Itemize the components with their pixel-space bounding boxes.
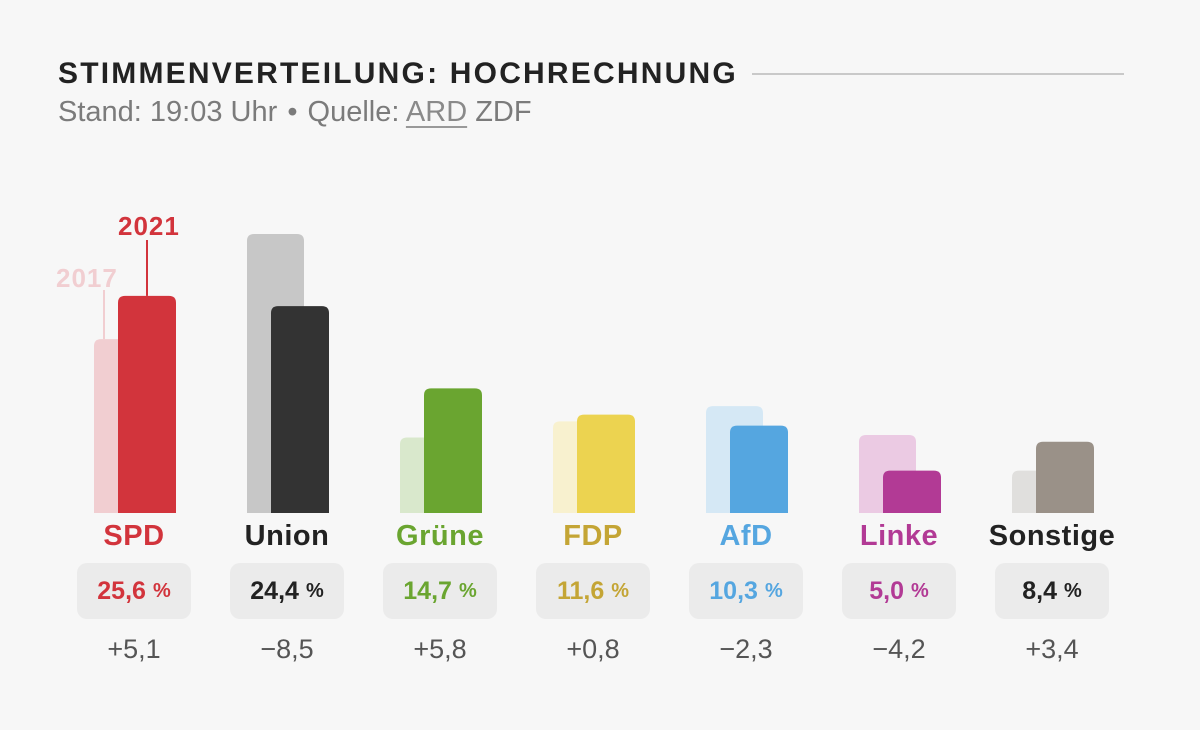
bar-2021-sonstige <box>1036 441 1094 513</box>
value-label: 14,7 <box>403 576 452 605</box>
diff-label-linke: −4,2 <box>872 634 926 664</box>
value-pill-spd: 25,6% <box>77 563 191 619</box>
legend-2017-label: 2017 <box>56 263 118 293</box>
value-label: 8,4 <box>1022 576 1057 605</box>
title-rule <box>751 73 1124 75</box>
diff-label-union: −8,5 <box>260 634 314 664</box>
source-ard-link[interactable]: ARD <box>405 96 468 128</box>
value-pill-afd: 10,3% <box>689 563 803 619</box>
diff-label-sonstige: +3,4 <box>1025 634 1079 664</box>
source-label: Quelle: <box>307 96 400 128</box>
value-pill-fdp: 11,6% <box>536 563 650 619</box>
diff-label-afd: −2,3 <box>719 634 773 664</box>
percent-icon: % <box>1063 579 1082 602</box>
title-row: STIMMENVERTEILUNG: HOCHRECHNUNG <box>58 52 1124 96</box>
diff-label-spd: +5,1 <box>107 634 161 664</box>
value-label: 25,6 <box>97 576 146 605</box>
party-label-spd: SPD <box>103 520 165 552</box>
party-label-linke: Linke <box>859 520 939 552</box>
legend-2021-label: 2021 <box>118 211 180 241</box>
bar-2021-spd <box>118 295 176 513</box>
bar-2021-linke <box>883 470 941 513</box>
stand-label: Stand: 19:03 Uhr <box>58 96 278 128</box>
percent-icon: % <box>305 579 324 602</box>
party-label-fdp: FDP <box>563 520 623 552</box>
percent-icon: % <box>611 579 630 602</box>
source-zdf-link[interactable]: ZDF <box>475 96 532 128</box>
diff-label-grüne: +5,8 <box>413 634 467 664</box>
bar-2021-afd <box>730 425 788 513</box>
party-label-sonstige: Sonstige <box>988 520 1116 552</box>
diff-label-fdp: +0,8 <box>566 634 620 664</box>
bar-2021-union <box>271 306 329 513</box>
value-label: 5,0 <box>869 576 904 605</box>
party-label-afd: AfD <box>719 520 773 552</box>
subtitle: Stand: 19:03 Uhr • Quelle: ARD ZDF <box>58 96 532 129</box>
party-label-grüne: Grüne <box>396 520 484 552</box>
bar-2021-fdp <box>577 414 635 513</box>
value-pill-union: 24,4% <box>230 563 344 619</box>
chart-title: STIMMENVERTEILUNG: HOCHRECHNUNG <box>58 57 738 90</box>
percent-icon: % <box>458 579 477 602</box>
percent-icon: % <box>152 579 171 602</box>
value-label: 10,3 <box>709 576 758 605</box>
value-label: 24,4 <box>250 576 299 605</box>
value-label: 11,6 <box>556 576 605 605</box>
separator: • <box>287 96 298 128</box>
bar-2021-grüne <box>424 388 482 513</box>
percent-icon: % <box>764 579 783 602</box>
party-label-union: Union <box>244 520 330 552</box>
value-pill-linke: 5,0% <box>842 563 956 619</box>
percent-icon: % <box>910 579 929 602</box>
value-pill-sonstige: 8,4% <box>995 563 1109 619</box>
value-pill-grüne: 14,7% <box>383 563 497 619</box>
